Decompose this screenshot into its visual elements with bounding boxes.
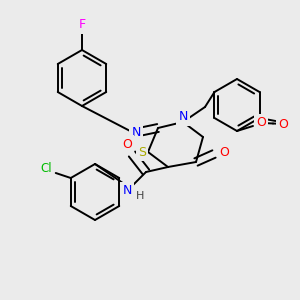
Text: O: O (219, 146, 229, 158)
Text: S: S (138, 146, 146, 158)
Text: O: O (122, 137, 132, 151)
Text: N: N (122, 184, 132, 197)
Text: H: H (136, 191, 144, 201)
Text: N: N (131, 127, 141, 140)
Text: F: F (78, 19, 85, 32)
Text: N: N (178, 110, 188, 124)
Text: Cl: Cl (40, 161, 52, 175)
Text: O: O (279, 118, 289, 130)
Text: O: O (256, 116, 266, 130)
